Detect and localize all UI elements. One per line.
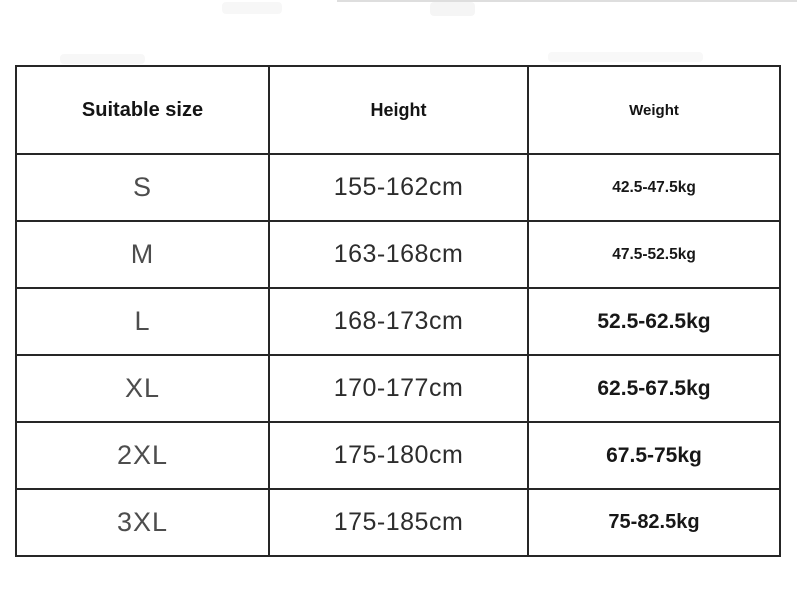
photo-artifact-smudge — [430, 2, 475, 16]
size-cell: 3XL — [15, 488, 270, 557]
table-row-xl: XL 170-177cm 62.5-67.5kg — [15, 354, 781, 423]
size-cell: 2XL — [15, 421, 270, 490]
photo-artifact-smudge — [222, 2, 282, 14]
height-cell: 163-168cm — [268, 220, 529, 289]
size-cell: S — [15, 153, 270, 222]
size-cell: L — [15, 287, 270, 356]
photo-artifact-top-line — [337, 0, 797, 2]
weight-cell: 75-82.5kg — [527, 488, 781, 557]
photo-artifact-smudge — [548, 52, 703, 62]
weight-cell: 67.5-75kg — [527, 421, 781, 490]
size-chart-table: Suitable size Height Weight S 155-162cm … — [15, 65, 781, 557]
column-header-height: Height — [268, 65, 529, 155]
weight-cell: 62.5-67.5kg — [527, 354, 781, 423]
weight-cell: 47.5-52.5kg — [527, 220, 781, 289]
height-cell: 175-180cm — [268, 421, 529, 490]
table-row-2xl: 2XL 175-180cm 67.5-75kg — [15, 421, 781, 490]
table-row-3xl: 3XL 175-185cm 75-82.5kg — [15, 488, 781, 557]
size-cell: M — [15, 220, 270, 289]
column-header-weight: Weight — [527, 65, 781, 155]
header-row: Suitable size Height Weight — [15, 65, 781, 155]
weight-cell: 52.5-62.5kg — [527, 287, 781, 356]
height-cell: 170-177cm — [268, 354, 529, 423]
height-cell: 155-162cm — [268, 153, 529, 222]
weight-cell: 42.5-47.5kg — [527, 153, 781, 222]
height-cell: 175-185cm — [268, 488, 529, 557]
table-row-l: L 168-173cm 52.5-62.5kg — [15, 287, 781, 356]
photo-artifact-smudge — [60, 54, 145, 64]
table-row-s: S 155-162cm 42.5-47.5kg — [15, 153, 781, 222]
table-row-m: M 163-168cm 47.5-52.5kg — [15, 220, 781, 289]
size-cell: XL — [15, 354, 270, 423]
height-cell: 168-173cm — [268, 287, 529, 356]
column-header-suitable-size: Suitable size — [15, 65, 270, 155]
